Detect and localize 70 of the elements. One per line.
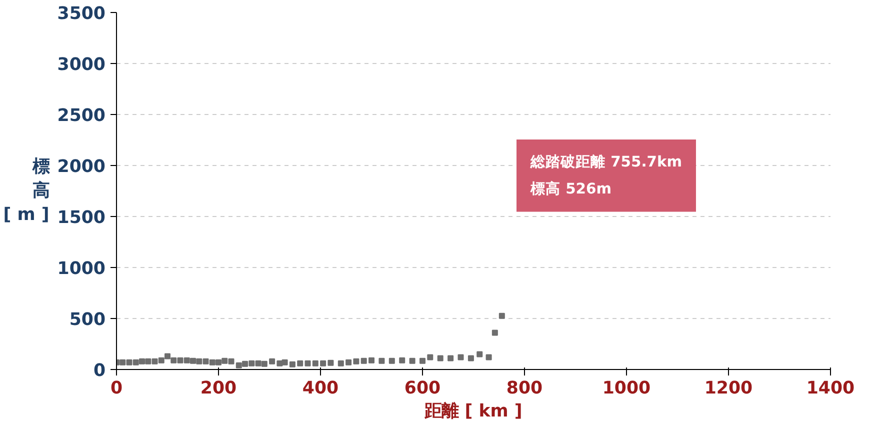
point <box>177 357 184 364</box>
point <box>184 357 190 364</box>
point <box>498 312 505 319</box>
x-tick-label: 600 <box>404 378 441 398</box>
y-tick-label: 1000 <box>57 259 106 279</box>
y-tick-label: 1500 <box>57 208 106 228</box>
y-tick-label: 0 <box>93 361 106 381</box>
point <box>476 351 483 358</box>
point <box>427 354 434 360</box>
point <box>399 357 406 364</box>
point <box>486 354 492 360</box>
point <box>420 358 426 364</box>
point <box>248 360 255 366</box>
point <box>346 359 352 366</box>
point <box>297 360 304 366</box>
point <box>209 359 216 366</box>
point <box>132 359 139 366</box>
y-tick-label: 3000 <box>57 55 106 75</box>
point <box>360 358 367 364</box>
point <box>120 359 126 366</box>
point <box>242 360 248 367</box>
point <box>282 359 288 366</box>
point <box>261 360 268 367</box>
point <box>228 358 234 364</box>
point <box>448 355 454 362</box>
y-tick-label: 500 <box>69 310 106 330</box>
point <box>458 354 464 360</box>
point <box>468 355 474 362</box>
point <box>328 360 334 366</box>
point <box>202 358 209 364</box>
y-tick-label: 3500 <box>57 4 106 24</box>
point <box>145 358 152 364</box>
point <box>437 355 444 362</box>
point <box>158 357 164 364</box>
point <box>378 358 385 364</box>
point <box>170 357 177 364</box>
point <box>312 360 318 366</box>
point <box>353 358 360 364</box>
point <box>368 357 374 364</box>
annotation: 総踏破距離 755.7km 標高 526m <box>530 154 682 198</box>
x-tick-label: 800 <box>506 378 543 398</box>
x-tick-label: 400 <box>302 378 339 398</box>
y-axis-title: 標高 [ m ] <box>3 157 50 225</box>
point <box>388 358 395 364</box>
x-tick-label: 1200 <box>704 378 753 398</box>
point <box>269 358 276 364</box>
point <box>139 358 145 364</box>
point <box>222 358 228 364</box>
point <box>190 358 196 364</box>
point <box>409 358 416 364</box>
x-tick-label: 200 <box>200 378 237 398</box>
point <box>236 362 242 368</box>
point <box>492 330 498 336</box>
point <box>320 360 326 366</box>
x-tick-label: 1400 <box>806 378 855 398</box>
y-tick-label: 2000 <box>57 157 106 177</box>
point <box>255 360 262 366</box>
point <box>289 361 296 368</box>
x-tick-label: 1000 <box>602 378 651 398</box>
point <box>216 359 222 366</box>
point <box>126 359 132 366</box>
point <box>304 360 311 366</box>
x-tick-label: 0 <box>110 378 123 398</box>
y-tick-label: 2500 <box>57 106 106 126</box>
point <box>276 360 283 366</box>
x-axis-title: 距離 [ km ] <box>424 402 522 422</box>
point <box>338 360 344 366</box>
point <box>152 358 158 364</box>
point <box>196 358 202 364</box>
point <box>164 353 170 360</box>
